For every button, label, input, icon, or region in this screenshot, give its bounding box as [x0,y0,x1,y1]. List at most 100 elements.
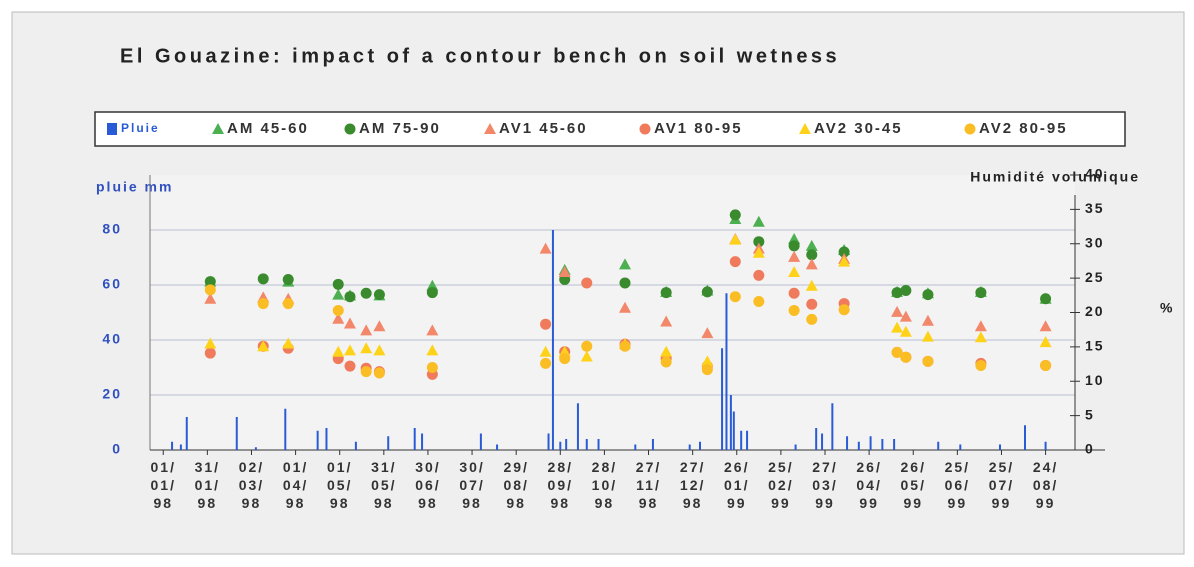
data-point [332,312,345,324]
legend-label: AV1 45-60 [499,120,588,137]
x-tick-label: 30/ 06/ 98 [415,459,441,511]
data-point [426,344,439,356]
data-point [360,324,373,336]
rain-bar [831,403,834,450]
data-point [1040,293,1052,305]
rain-bar [846,436,849,450]
rain-bar [585,439,588,450]
x-tick-label: 25/ 07/ 99 [988,459,1015,511]
rain-bar [937,441,940,450]
data-point [752,246,765,258]
rain-bar [959,444,962,450]
legend-label: AM 45-60 [227,120,309,137]
x-tick-label: 30/ 07/ 98 [459,459,485,511]
data-point [922,355,934,367]
y2-tick-label: 15 [1085,338,1105,354]
data-point [344,360,356,372]
data-point [805,239,818,251]
y-axis-label: pluie mm [96,179,173,195]
x-tick-label: 26/ 01/ 99 [724,459,750,511]
data-point [900,351,912,363]
rain-bar [185,417,188,450]
data-point [729,256,741,268]
rain-bar [387,436,390,450]
data-point [539,242,552,254]
y-tick-label: 60 [102,276,122,292]
data-point [788,265,801,277]
rain-bar [857,441,860,450]
rain-bar [551,230,554,450]
data-point [921,330,934,342]
y-tick-label: 80 [102,221,122,237]
plot-area [150,175,1075,450]
data-point [204,347,216,359]
x-tick-label: 01/ 05/ 98 [326,459,353,511]
x-tick-label: 29/ 08/ 98 [503,459,529,511]
data-point [373,367,385,379]
data-point [838,304,850,316]
rain-bar [729,395,732,450]
data-point [619,277,631,289]
data-point [701,286,713,298]
data-point [975,359,987,371]
legend-label: AV1 80-95 [654,120,743,137]
data-point [788,287,800,299]
data-point [426,287,438,299]
data-point [838,246,850,258]
data-point [788,232,801,244]
x-tick-label: 24/ 08/ 99 [1032,459,1059,511]
rain-bar [547,433,550,450]
data-point [899,325,912,337]
rain-bar [421,433,424,450]
y2-tick-label: 10 [1085,372,1105,388]
data-point [360,366,372,378]
rain-bar [597,439,600,450]
legend-swatch [107,123,117,135]
data-point [974,320,987,332]
data-point [660,345,673,357]
rain-bar [235,417,238,450]
rain-bar [284,408,287,450]
data-point [1039,336,1052,348]
data-point [806,313,818,325]
rain-bar [699,441,701,450]
rain-bar [725,293,728,450]
data-point [921,314,934,326]
data-point [891,346,903,358]
rain-bar [479,433,482,450]
x-tick-label: 02/ 03/ 98 [238,459,265,511]
data-point [788,304,800,316]
data-point [838,255,851,267]
x-tick-label: 25/ 06/ 99 [944,459,971,511]
rain-bar [179,444,182,450]
legend-swatch [799,123,811,134]
rain-bar [565,439,568,450]
rain-bar [354,441,357,450]
data-point [373,344,386,356]
data-point [282,274,294,285]
data-point [344,291,356,303]
data-point [360,342,373,354]
y2-unit-label: % [1160,300,1173,316]
data-point [257,273,269,285]
rain-bar [1044,441,1047,450]
data-point [257,298,269,310]
rain-bar [559,441,562,450]
data-point [426,279,439,291]
data-point [701,364,713,376]
legend-swatch [212,123,224,134]
rain-bar [325,428,328,450]
x-tick-label: 27/ 03/ 99 [812,459,838,511]
x-tick-label: 31/ 05/ 98 [371,459,397,511]
data-point [975,287,987,299]
legend-swatch [964,123,976,135]
data-point [806,249,818,261]
rain-bar [254,447,257,450]
x-tick-label: 01/ 04/ 98 [282,459,309,511]
rain-bar [316,430,319,450]
y2-tick-label: 40 [1085,166,1105,182]
y2-tick-label: 20 [1085,303,1105,319]
rain-bar [794,444,797,450]
data-point [729,233,742,245]
